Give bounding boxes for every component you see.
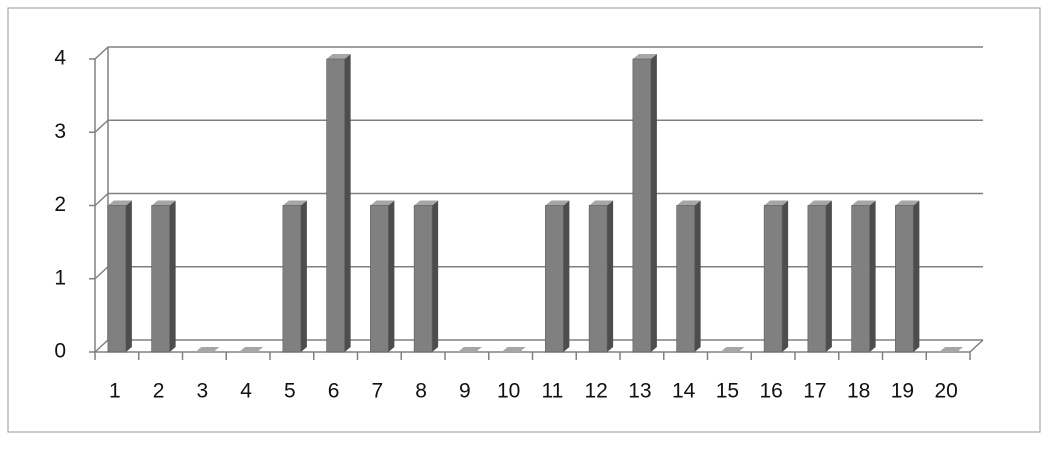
grid-line (94, 119, 109, 133)
bar-top (282, 200, 307, 206)
grid-line (94, 192, 109, 207)
x-tick-label: 19 (891, 380, 914, 403)
bar (763, 205, 783, 353)
x-tick-label: 12 (584, 380, 607, 403)
x-tick-label: 14 (672, 380, 696, 403)
grid-line (94, 46, 109, 60)
bar-top (370, 200, 395, 206)
bar-side (650, 54, 657, 352)
x-tick-label: 10 (497, 380, 520, 403)
bar-side (694, 200, 701, 352)
bar-top (151, 200, 176, 206)
bar (151, 205, 170, 353)
x-tick-label: 1 (109, 380, 121, 403)
bar-side (388, 200, 395, 352)
bar (676, 205, 695, 353)
bar (413, 205, 433, 353)
bar (282, 205, 302, 353)
x-tick-label: 7 (372, 380, 384, 403)
bar-top (764, 200, 789, 206)
y-tick-label: 0 (54, 340, 66, 363)
bar-top (939, 347, 964, 352)
bar-top (107, 200, 132, 206)
bar (370, 205, 389, 353)
x-tick-label: 17 (803, 380, 826, 403)
bar-top (632, 54, 657, 59)
x-tick-label: 13 (628, 380, 651, 403)
grid-line (94, 266, 109, 280)
y-tick-label: 2 (54, 193, 66, 216)
y-tick-label: 1 (54, 266, 66, 289)
x-tick-label: 5 (284, 380, 296, 403)
bar-side (825, 200, 832, 352)
bar-side (607, 200, 614, 352)
bar-top (895, 200, 920, 206)
bar (807, 205, 827, 353)
axis-floor (969, 339, 984, 353)
x-tick-label: 11 (541, 380, 563, 403)
bar-side (869, 200, 876, 352)
bar-side (344, 54, 351, 352)
bar-top (195, 347, 220, 352)
bar (632, 58, 652, 353)
bar-side (300, 200, 307, 352)
bar-side (432, 200, 439, 352)
bar-top (720, 347, 745, 352)
bar-side (563, 200, 570, 352)
bar (545, 205, 564, 353)
bar (588, 205, 608, 353)
bar-top (239, 347, 264, 352)
bar-side (125, 200, 132, 352)
bar-top (676, 200, 701, 206)
y-tick-label: 3 (54, 120, 66, 143)
bar-top (414, 200, 439, 206)
x-tick-label: 9 (459, 380, 471, 403)
bar-top (807, 200, 832, 206)
x-tick-label: 20 (934, 380, 957, 403)
bar (851, 205, 870, 353)
grid-line (94, 339, 109, 353)
x-tick-label: 18 (847, 380, 870, 403)
bar (895, 205, 914, 353)
x-tick-label: 6 (328, 380, 340, 403)
x-tick-label: 8 (415, 380, 427, 403)
x-tick-label: 16 (759, 380, 782, 403)
bar-top (851, 200, 876, 206)
bar (326, 58, 345, 353)
x-tick-label: 3 (197, 380, 209, 403)
bar-side (913, 200, 920, 352)
bar-top (545, 200, 570, 206)
y-tick-label: 4 (54, 47, 66, 70)
bar (107, 205, 127, 353)
x-tick-label: 15 (716, 380, 739, 403)
bar-top (457, 347, 482, 352)
bar-top (501, 347, 526, 352)
bar-side (782, 200, 789, 352)
bar-side (169, 200, 176, 352)
bar-top (326, 54, 351, 59)
x-tick-label: 2 (153, 380, 165, 403)
bar-top (589, 200, 614, 206)
x-tick-label: 4 (240, 380, 252, 403)
